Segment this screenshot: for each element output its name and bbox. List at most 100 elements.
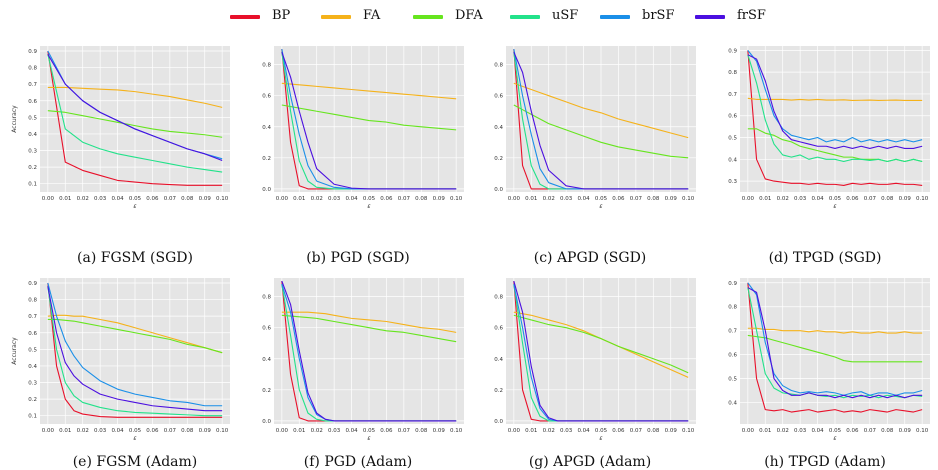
panel-6-y-tick-label: 0.8 (262, 295, 271, 301)
panel-3-x-tick-label: 0.10 (682, 196, 695, 202)
panel-8-series-bp (747, 282, 923, 413)
panel-7-x-tick-label: 0.08 (647, 428, 660, 434)
panel-5-series-brsf (47, 282, 223, 407)
legend-swatch-usf (510, 15, 540, 19)
panel-3-x-tick-label: 0.03 (560, 196, 573, 202)
panel-8-x-axis-label: ε (833, 435, 837, 442)
panel-6-x-tick-label: 0.08 (415, 428, 428, 434)
legend-label-dfa: DFA (455, 8, 483, 23)
legend: BP FA DFA uSF brSF frSF (0, 0, 938, 36)
panel-2-x-tick-label: 0.00 (276, 196, 289, 202)
panel-1-series-bp (47, 50, 223, 186)
panel-5-series-bp (47, 282, 223, 418)
panel-3-x-tick-label: 0.01 (525, 196, 537, 202)
panel-8-caption: (h) TPGD (Adam) (764, 454, 886, 470)
panel-8-y-tick-label: 0.4 (728, 400, 737, 406)
panel-5-y-tick-label: 0.3 (28, 381, 37, 387)
panel-1-series-frsf (47, 54, 223, 161)
legend-swatch-fa (321, 15, 351, 19)
panel-3-x-axis-label: ε (599, 203, 603, 210)
panel-7-y-tick-label: 0.6 (494, 326, 503, 332)
panel-5-y-tick-label: 0.5 (28, 347, 37, 353)
panel-4-y-tick-label: 0.5 (728, 136, 737, 142)
panel-4-y-tick-label: 0.8 (728, 70, 737, 76)
legend-swatch-brsf (600, 15, 630, 19)
panel-2-x-tick-label: 0.04 (345, 196, 358, 202)
panel-5-y-tick-label: 0.9 (28, 281, 37, 287)
panel-3-caption: (c) APGD (SGD) (534, 250, 647, 266)
panel-6-y-tick-label: 0.4 (262, 357, 271, 363)
panel-5-x-tick-label: 0.02 (77, 428, 89, 434)
panel-1-y-tick-label: 0.5 (28, 115, 37, 121)
panel-6-x-tick-label: 0.09 (433, 428, 446, 434)
legend-label-bp: BP (272, 8, 291, 23)
panel-2-y-tick-label: 0.0 (262, 187, 271, 193)
panel-5-x-axis-label: ε (133, 435, 137, 442)
panel-8-x-tick-label: 0.10 (916, 428, 929, 434)
panel-6-x-tick-label: 0.00 (276, 428, 289, 434)
panel-7-x-tick-label: 0.03 (560, 428, 573, 434)
panel-2-series-fa (281, 82, 457, 100)
panel-4-x-tick-label: 0.00 (742, 196, 755, 202)
panel-5-x-tick-label: 0.09 (199, 428, 212, 434)
panel-1-x-tick-label: 0.02 (77, 196, 89, 202)
panel-2-series-dfa (281, 104, 457, 131)
panel-2-y-tick-label: 0.2 (262, 156, 271, 162)
panel-6-x-tick-label: 0.05 (363, 428, 376, 434)
panel-6-x-tick-label: 0.10 (450, 428, 463, 434)
panel-5-series-fa (47, 314, 223, 354)
panel-5-x-tick-label: 0.08 (181, 428, 194, 434)
panel-2-caption: (b) PGD (SGD) (306, 250, 410, 266)
panel-8-series-frsf (747, 287, 923, 399)
panel-6-series-fa (281, 311, 457, 333)
legend-swatch-bp (230, 15, 260, 19)
panel-3-series-frsf (513, 51, 689, 190)
panel-7-caption: (g) APGD (Adam) (529, 454, 651, 470)
panel-4-x-tick-label: 0.05 (829, 196, 842, 202)
panel-7-x-tick-label: 0.05 (595, 428, 608, 434)
panel-3-y-tick-label: 0.8 (494, 63, 503, 69)
panel-5-caption: (e) FGSM (Adam) (73, 454, 198, 470)
panel-2-x-tick-label: 0.01 (293, 196, 305, 202)
panel-3-x-tick-label: 0.05 (595, 196, 608, 202)
panel-4-x-tick-label: 0.10 (916, 196, 929, 202)
panel-2-y-tick-label: 0.4 (262, 125, 271, 131)
panel-1-x-tick-label: 0.00 (42, 196, 55, 202)
panel-2-x-tick-label: 0.06 (380, 196, 393, 202)
panel-4-x-tick-label: 0.01 (759, 196, 771, 202)
panel-4-x-tick-label: 0.03 (794, 196, 807, 202)
panel-3-x-tick-label: 0.06 (612, 196, 625, 202)
panel-4-series-fa (747, 97, 923, 102)
panel-6-series-dfa (281, 314, 457, 343)
panel-6-x-tick-label: 0.01 (293, 428, 305, 434)
panel-1-y-tick-label: 0.3 (28, 149, 37, 155)
panel-1-y-tick-label: 0.8 (28, 66, 37, 72)
panel-4-y-tick-label: 0.6 (728, 114, 737, 120)
panel-7-x-tick-label: 0.01 (525, 428, 537, 434)
panel-4-y-tick-label: 0.7 (728, 92, 737, 98)
panel-8-x-tick-label: 0.00 (742, 428, 755, 434)
panel-7-x-tick-label: 0.07 (630, 428, 643, 434)
panel-2-x-axis-label: ε (367, 203, 371, 210)
panel-5-series-dfa (47, 318, 223, 354)
panel-5-y-tick-label: 0.8 (28, 298, 37, 304)
panel-2-x-tick-label: 0.08 (415, 196, 428, 202)
panel-4-y-tick-label: 0.4 (728, 157, 737, 163)
panel-1-x-tick-label: 0.10 (216, 196, 229, 202)
panel-3-x-tick-label: 0.00 (508, 196, 521, 202)
panel-5-y-axis-label: Accuracy (11, 337, 18, 365)
panel-2-x-tick-label: 0.03 (328, 196, 341, 202)
panel-8-x-tick-label: 0.01 (759, 428, 771, 434)
panel-8-series-fa (747, 327, 923, 334)
panel-3-y-tick-label: 0.4 (494, 125, 503, 131)
panel-1-y-tick-label: 0.9 (28, 49, 37, 55)
panel-4-series-bp (747, 50, 923, 187)
panel-4-x-tick-label: 0.02 (777, 196, 789, 202)
panel-5-x-tick-label: 0.03 (94, 428, 107, 434)
panel-8-x-tick-label: 0.05 (829, 428, 842, 434)
panel-6-x-tick-label: 0.06 (380, 428, 393, 434)
legend-label-frsf: frSF (737, 8, 766, 23)
panel-8-x-tick-label: 0.08 (881, 428, 894, 434)
legend-swatch-frsf (695, 15, 725, 19)
panel-3-x-tick-label: 0.02 (543, 196, 555, 202)
